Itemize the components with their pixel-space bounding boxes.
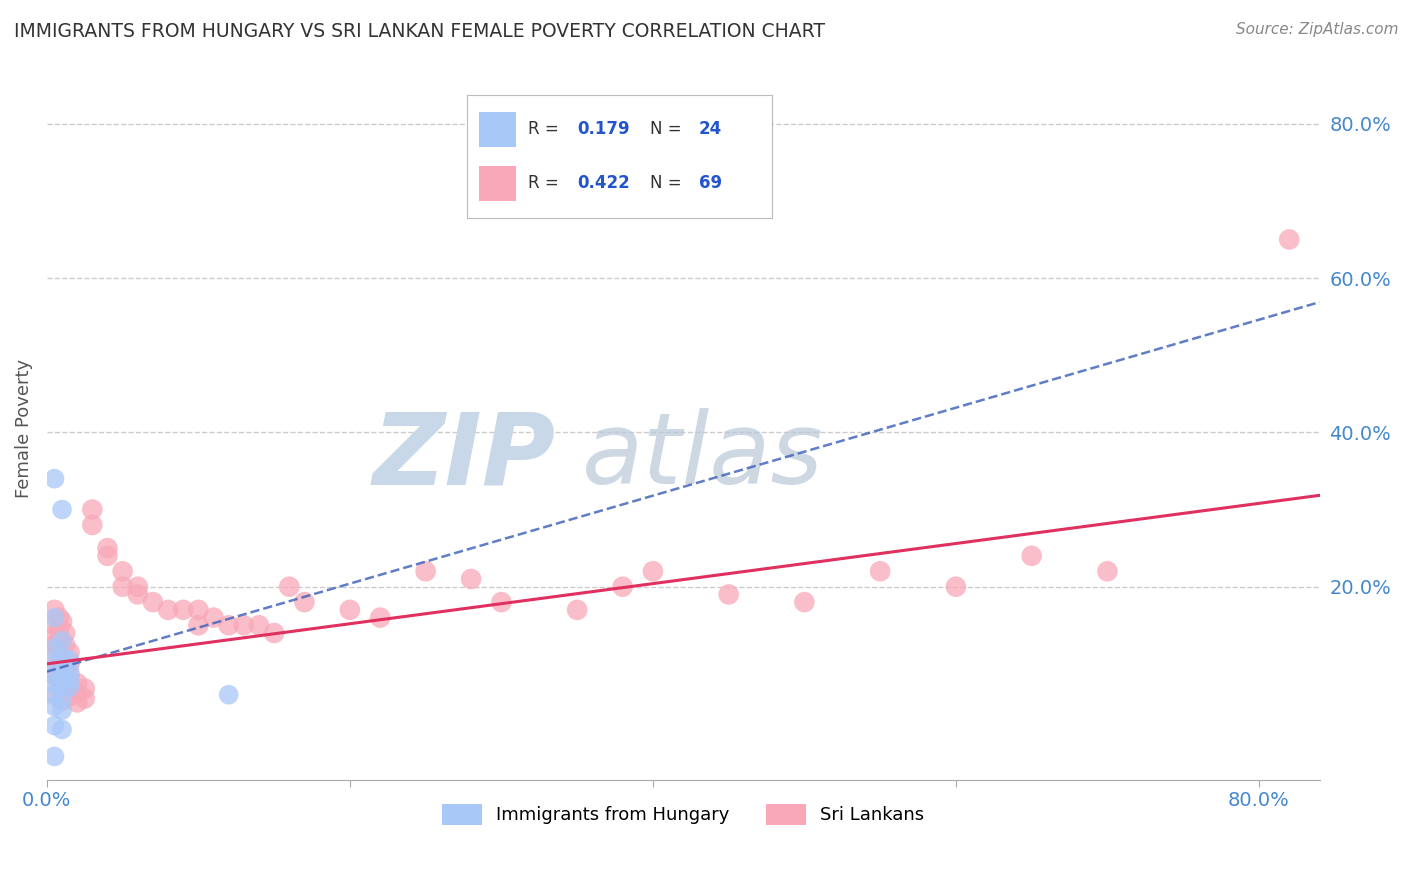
Point [278,580,301,594]
Text: atlas: atlas [582,409,823,505]
Point [460,572,482,586]
Point [48,657,70,671]
Point [945,580,967,594]
Point [44,699,66,714]
Point [44,718,66,732]
Point [59,690,82,704]
Point [51,703,73,717]
Point [51,673,73,687]
Point [218,688,240,702]
Y-axis label: Female Poverty: Female Poverty [15,359,32,498]
Point [51,723,73,737]
Point [48,641,70,656]
Point [218,618,240,632]
Point [1021,549,1043,563]
Text: Source: ZipAtlas.com: Source: ZipAtlas.com [1236,22,1399,37]
Point [339,603,361,617]
Point [48,622,70,636]
Point [59,653,82,667]
Point [717,587,740,601]
Point [44,688,66,702]
Point [111,564,134,578]
Point [44,668,66,682]
Point [127,580,149,594]
Point [53,626,76,640]
Point [59,665,82,679]
Point [48,676,70,690]
Point [51,633,73,648]
Point [44,668,66,682]
Point [187,618,209,632]
Point [82,518,104,533]
Point [294,595,316,609]
Point [1278,232,1301,246]
Point [869,564,891,578]
Point [51,653,73,667]
Point [44,618,66,632]
Point [51,502,73,516]
Point [59,680,82,694]
Point [247,618,270,632]
Point [66,676,89,690]
Point [415,564,437,578]
Point [53,638,76,652]
Point [96,549,118,563]
Text: ZIP: ZIP [373,409,555,505]
Point [1097,564,1119,578]
Point [142,595,165,609]
Point [59,645,82,659]
Point [641,564,664,578]
Point [51,678,73,692]
Point [59,668,82,682]
Point [44,610,66,624]
Point [368,610,391,624]
Point [51,671,73,685]
Point [66,686,89,700]
Point [127,587,149,601]
Point [44,638,66,652]
Point [48,633,70,648]
Point [44,472,66,486]
Point [51,615,73,629]
Point [232,618,254,632]
Point [44,665,66,679]
Point [263,626,285,640]
Point [491,595,513,609]
Point [44,603,66,617]
Point [157,603,180,617]
Point [73,681,96,696]
Point [793,595,815,609]
Point [44,657,66,671]
Point [565,603,588,617]
Point [51,661,73,675]
Legend: Immigrants from Hungary, Sri Lankans: Immigrants from Hungary, Sri Lankans [433,795,934,834]
Point [51,666,73,681]
Point [187,603,209,617]
Point [44,641,66,656]
Point [51,649,73,664]
Point [202,610,225,624]
Point [172,603,194,617]
Point [44,630,66,644]
Point [51,684,73,698]
Point [612,580,634,594]
Point [82,502,104,516]
Point [59,657,82,671]
Point [53,661,76,675]
Point [48,610,70,624]
Point [51,691,73,706]
Text: IMMIGRANTS FROM HUNGARY VS SRI LANKAN FEMALE POVERTY CORRELATION CHART: IMMIGRANTS FROM HUNGARY VS SRI LANKAN FE… [14,22,825,41]
Point [73,691,96,706]
Point [51,694,73,708]
Point [111,580,134,594]
Point [96,541,118,555]
Point [59,680,82,694]
Point [44,688,66,702]
Point [66,696,89,710]
Point [44,649,66,664]
Point [44,749,66,764]
Point [44,676,66,690]
Point [59,673,82,687]
